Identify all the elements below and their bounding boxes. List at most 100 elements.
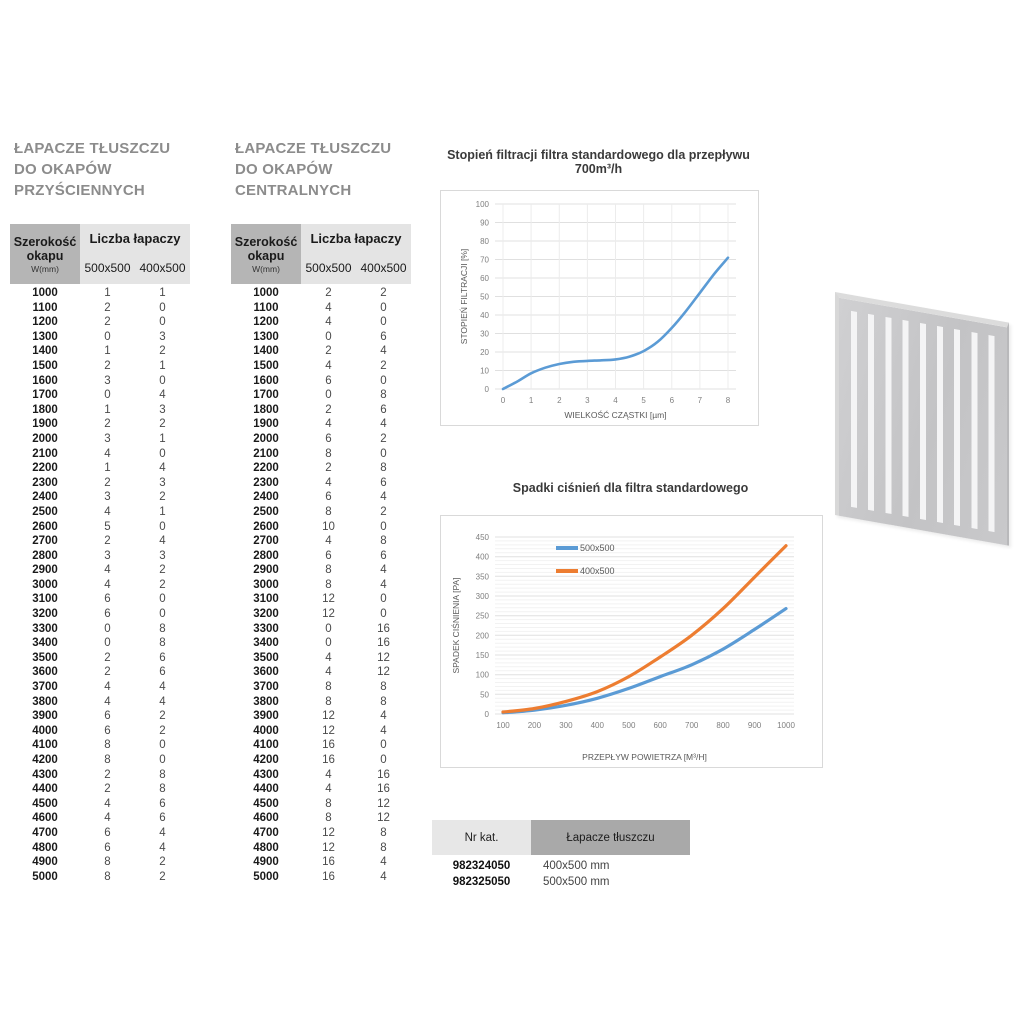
hood-width-cell: 3100 <box>253 593 279 606</box>
svg-text:50: 50 <box>480 293 489 302</box>
catcher-count-cell: 4 <box>159 841 166 854</box>
central-table-body: 1000 2 2 1100 4 0 1200 4 0 1300 0 6 1400 2 4 1500 4 2 1600… <box>231 286 411 884</box>
hood-width-cell: 2000 <box>253 432 279 445</box>
catcher-count-cell: 0 <box>380 301 387 314</box>
svg-text:300: 300 <box>559 721 573 730</box>
hood-width-cell: 3100 <box>32 593 58 606</box>
table-row: 1400 1 2 <box>10 344 190 359</box>
catcher-count-cell: 8 <box>325 812 332 825</box>
filtration-chart-title: Stopień filtracji filtra standardowego d… <box>447 148 750 176</box>
catcher-count-cell: 2 <box>380 359 387 372</box>
table-row: 3700 8 8 <box>231 680 411 695</box>
hood-width-cell: 1700 <box>253 389 279 402</box>
catcher-count-cell: 8 <box>380 841 387 854</box>
width-column-unit: W(mm) <box>31 263 59 274</box>
hood-width-cell: 2200 <box>32 462 58 475</box>
table-row: 1900 4 4 <box>231 417 411 432</box>
table-row: 4200 16 0 <box>231 753 411 768</box>
table-row: 4200 8 0 <box>10 753 190 768</box>
table-row: 3700 4 4 <box>10 680 190 695</box>
catcher-count-cell: 12 <box>322 593 335 606</box>
catcher-count-cell: 4 <box>380 870 387 883</box>
catcher-count-cell: 3 <box>159 476 166 489</box>
catcher-count-cell: 0 <box>159 608 166 621</box>
svg-text:30: 30 <box>480 330 489 339</box>
catcher-count-cell: 8 <box>325 797 332 810</box>
table-row: 4100 8 0 <box>10 738 190 753</box>
table-row: 3400 0 8 <box>10 636 190 651</box>
hood-width-cell: 3300 <box>253 622 279 635</box>
table-row: 2900 4 2 <box>10 563 190 578</box>
svg-text:200: 200 <box>528 721 542 730</box>
wall-table-header: Szerokość okapu W(mm) Liczba łapaczy 500… <box>10 224 190 284</box>
catcher-count-cell: 2 <box>104 651 111 664</box>
hood-width-cell: 3400 <box>32 637 58 650</box>
catcher-count-cell: 2 <box>159 345 166 358</box>
hood-width-cell: 2100 <box>253 447 279 460</box>
catcher-count-cell: 8 <box>380 695 387 708</box>
catcher-count-cell: 2 <box>104 783 111 796</box>
hood-width-cell: 4100 <box>32 739 58 752</box>
hood-width-cell: 1100 <box>253 301 279 314</box>
catcher-count-cell: 4 <box>104 564 111 577</box>
size-400x500-header: 400x500 <box>139 261 186 275</box>
svg-text:1: 1 <box>529 396 534 405</box>
table-row: 2000 6 2 <box>231 432 411 447</box>
table-row: 2700 4 8 <box>231 534 411 549</box>
catcher-count-cell: 6 <box>380 403 387 416</box>
hood-width-cell: 1400 <box>32 345 58 358</box>
catcher-count-cell: 4 <box>380 710 387 723</box>
hood-width-cell: 3600 <box>32 666 58 679</box>
width-column-title: Szerokość okapu <box>13 234 77 263</box>
catcher-count-cell: 16 <box>322 739 335 752</box>
table-row: 4900 16 4 <box>231 855 411 870</box>
catcher-count-cell: 0 <box>325 637 332 650</box>
table-row: 4600 8 12 <box>231 811 411 826</box>
table-row: 2900 8 4 <box>231 563 411 578</box>
svg-text:4: 4 <box>613 396 618 405</box>
hood-width-cell: 1200 <box>32 316 58 329</box>
catcher-count-cell: 2 <box>104 316 111 329</box>
catcher-count-cell: 6 <box>159 651 166 664</box>
catcher-count-cell: 16 <box>322 870 335 883</box>
catcher-count-cell: 16 <box>377 622 390 635</box>
table-row: 1100 4 0 <box>231 301 411 316</box>
catcher-count-cell: 3 <box>159 330 166 343</box>
hood-width-cell: 4600 <box>32 812 58 825</box>
catcher-count-cell: 2 <box>104 768 111 781</box>
catalog-row: 982324050 400x500 mm <box>432 858 690 874</box>
catcher-count-cell: 12 <box>322 826 335 839</box>
catcher-count-cell: 4 <box>325 768 332 781</box>
hood-width-cell: 4300 <box>32 768 58 781</box>
hood-width-cell: 1200 <box>253 316 279 329</box>
catcher-count-cell: 12 <box>322 841 335 854</box>
svg-text:2: 2 <box>557 396 562 405</box>
hood-width-cell: 2200 <box>253 462 279 475</box>
catcher-count-cell: 4 <box>380 564 387 577</box>
table-row: 3500 2 6 <box>10 651 190 666</box>
hood-width-cell: 2700 <box>32 535 58 548</box>
catcher-count-cell: 4 <box>380 418 387 431</box>
pressure-drop-chart: 0 50 100 150 200 250 300 350 400 450 100 200 300 400 5… <box>440 515 823 768</box>
catcher-count-cell: 0 <box>380 608 387 621</box>
catcher-count-cell: 6 <box>104 724 111 737</box>
catcher-count-cell: 12 <box>377 812 390 825</box>
catcher-count-cell: 2 <box>380 432 387 445</box>
catcher-count-cell: 2 <box>104 359 111 372</box>
catcher-count-cell: 4 <box>325 476 332 489</box>
svg-text:350: 350 <box>476 572 490 581</box>
svg-text:70: 70 <box>480 256 489 265</box>
catcher-count-cell: 6 <box>325 432 332 445</box>
hood-width-cell: 1700 <box>32 389 58 402</box>
table-row: 1600 3 0 <box>10 374 190 389</box>
catcher-count-cell: 0 <box>159 520 166 533</box>
hood-width-cell: 4000 <box>253 724 279 737</box>
catcher-count-cell: 12 <box>322 608 335 621</box>
catcher-count-cell: 2 <box>159 724 166 737</box>
catcher-count-cell: 0 <box>159 374 166 387</box>
table-row: 1700 0 4 <box>10 388 190 403</box>
catcher-count-cell: 16 <box>377 637 390 650</box>
catalog-row: 982325050 500x500 mm <box>432 874 690 890</box>
catchers-count-title: Liczba łapaczy <box>310 231 402 246</box>
svg-text:0: 0 <box>501 396 506 405</box>
